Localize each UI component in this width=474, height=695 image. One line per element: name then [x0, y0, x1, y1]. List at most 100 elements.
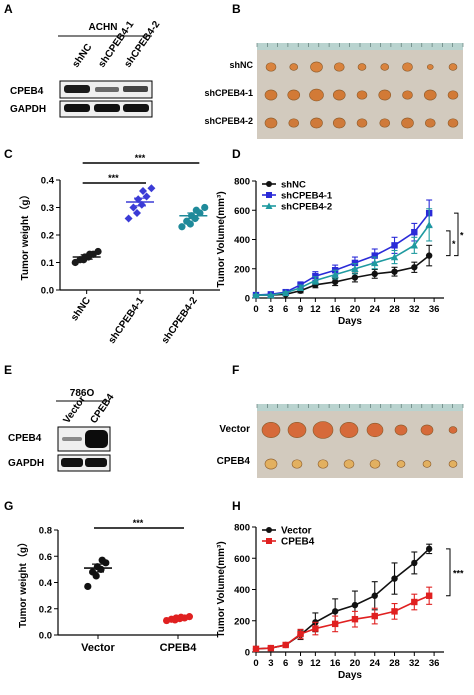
x-tick-label: 36: [429, 304, 440, 315]
data-point: [331, 278, 339, 286]
blot-band: [61, 458, 83, 467]
data-point: [371, 270, 378, 278]
x-tick-label: Vector: [81, 642, 115, 654]
tumor: [264, 458, 278, 470]
x-tick-label: 6: [283, 304, 288, 315]
data-point: [133, 209, 141, 217]
significance-label: ***: [135, 153, 146, 163]
panel-letter-h: H: [232, 499, 241, 513]
tumor: [261, 422, 281, 438]
x-tick-label: 20: [350, 304, 361, 315]
y-tick-label: 200: [234, 264, 250, 275]
data-point: [124, 214, 133, 223]
legend-label: shCPEB4-1: [281, 191, 333, 202]
y-tick-label: 0.2: [41, 231, 54, 242]
y-tick-label: 800: [234, 523, 250, 534]
data-point: [425, 252, 433, 259]
western-blot-e: 786O Vector CPEB4 CPEB4 GAPDH: [8, 388, 117, 472]
blot-band: [123, 86, 148, 92]
chart-c: 0.0 0.1 0.2 0.3 0.4 Tumor weight（g） shNC shCPEB…: [18, 153, 220, 346]
series-line: [255, 595, 430, 650]
data-point: [425, 545, 433, 553]
tumor: [287, 89, 301, 101]
tumor: [423, 89, 437, 101]
y-axis-label: Tumor weight（g）: [16, 537, 29, 628]
tumor: [422, 460, 432, 468]
y-tick-label: 800: [234, 177, 250, 188]
data-point: [297, 630, 304, 638]
tumor: [394, 424, 408, 436]
tumor: [291, 459, 303, 469]
data-point: [391, 575, 398, 582]
tumor: [380, 63, 390, 71]
x-tick-label: 3: [268, 658, 273, 669]
data-point: [147, 184, 156, 193]
photo-background: [257, 404, 463, 478]
x-tick-label: 6: [283, 658, 288, 669]
blot-band: [64, 85, 90, 93]
y-tick-label: 200: [234, 616, 250, 627]
data-point: [411, 228, 418, 236]
series-line: [256, 254, 430, 296]
tumor: [357, 63, 367, 71]
series-cpeb4: [252, 586, 433, 653]
data-point: [139, 187, 147, 195]
tumor: [310, 117, 323, 129]
x-tick-label: 28: [389, 304, 400, 315]
tumor: [309, 88, 324, 102]
tumor: [402, 62, 413, 72]
data-point: [351, 615, 359, 623]
y-tick-label: 400: [234, 235, 250, 246]
tumor: [369, 459, 381, 469]
data-point: [282, 641, 289, 649]
data-point: [425, 592, 433, 599]
tumor: [312, 421, 334, 439]
series-line: [256, 224, 430, 296]
tumor: [339, 422, 359, 438]
significance-bracket: [446, 230, 451, 257]
lane-label: shNC: [70, 42, 94, 70]
x-tick-label: 16: [330, 658, 341, 669]
row-label: CPEB4: [217, 456, 251, 467]
data-point: [411, 264, 418, 271]
data-point: [84, 582, 92, 591]
data-point: [351, 259, 359, 267]
legend-label: Vector: [281, 526, 312, 537]
data-point: [201, 203, 209, 212]
tumor: [265, 62, 277, 72]
x-tick-label: CPEB4: [160, 642, 198, 654]
data-point: [410, 241, 419, 249]
tumor: [378, 89, 392, 101]
blot-band: [85, 430, 108, 448]
tumor-grid: [256, 404, 464, 470]
data-point: [252, 291, 260, 299]
blot-band: [123, 104, 149, 112]
tumor: [264, 117, 278, 129]
y-tick-label: 0.4: [41, 176, 55, 187]
y-tick-label: 0.0: [39, 631, 52, 642]
x-tick-label: 16: [330, 304, 341, 315]
series-line: [255, 548, 430, 650]
data-point: [265, 202, 273, 209]
x-tick-label: 24: [369, 658, 380, 669]
data-point: [296, 284, 305, 291]
y-axis-label: Tumor Volume(mm³): [216, 541, 227, 637]
data-point: [371, 592, 378, 599]
tumor: [402, 90, 413, 100]
data-point: [178, 223, 186, 231]
tumor: [332, 117, 346, 129]
row-label: shCPEB4-1: [204, 88, 253, 98]
data-point: [411, 598, 418, 606]
row-label: shCPEB4-2: [204, 116, 253, 126]
data-point: [266, 181, 272, 187]
tumor: [332, 89, 346, 101]
panel-letter-c: C: [4, 147, 13, 161]
tumor: [448, 426, 458, 434]
tumor: [401, 117, 414, 129]
data-point: [94, 247, 102, 256]
tumor: [343, 459, 355, 469]
y-tick-label: 400: [234, 585, 250, 596]
blot-band: [64, 104, 90, 112]
